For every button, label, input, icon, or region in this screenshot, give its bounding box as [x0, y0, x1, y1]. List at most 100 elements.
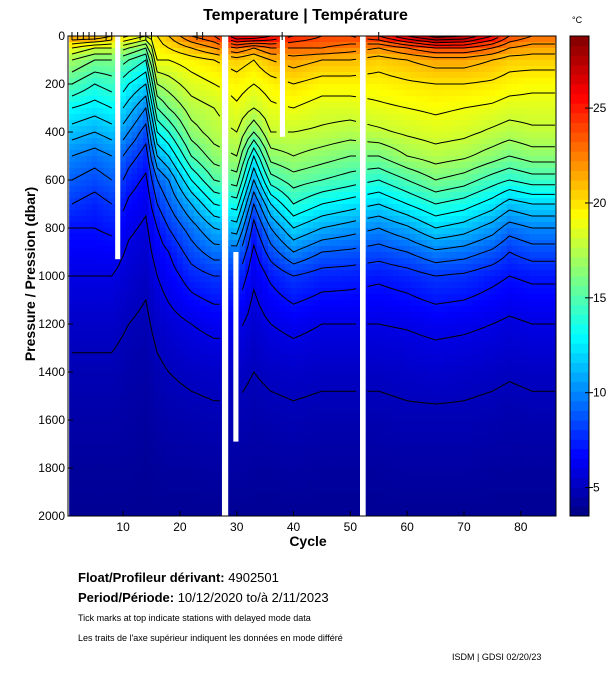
heat-cell	[148, 366, 155, 373]
heat-cell	[91, 210, 98, 217]
heat-cell	[398, 384, 405, 391]
heat-cell	[370, 402, 377, 409]
heat-cell	[108, 480, 115, 487]
heat-cell	[375, 486, 382, 493]
heat-cell	[296, 360, 303, 367]
heat-cell	[262, 342, 269, 349]
heat-cell	[375, 468, 382, 475]
heat-cell	[142, 192, 150, 199]
heat-cell	[245, 342, 252, 349]
heat-cell	[148, 150, 155, 157]
heat-cell	[228, 180, 235, 187]
heat-cell	[165, 396, 172, 403]
heat-cell	[330, 252, 337, 259]
heat-cell	[273, 258, 280, 265]
heat-cell	[347, 234, 354, 241]
heat-cell	[114, 294, 121, 301]
heat-cell	[313, 258, 320, 265]
heat-cell	[307, 498, 314, 505]
heat-cell	[262, 96, 269, 103]
heat-cell	[347, 288, 354, 295]
heat-cell	[387, 348, 394, 355]
heat-cell	[313, 192, 320, 199]
heat-cell	[250, 150, 258, 157]
heat-cell	[91, 66, 98, 73]
heat-cell	[319, 204, 326, 211]
heat-cell	[387, 84, 394, 91]
heat-cell	[415, 384, 422, 391]
heat-cell	[125, 408, 133, 415]
heat-cell	[313, 84, 320, 91]
heat-cell	[409, 294, 417, 301]
heat-cell	[137, 54, 144, 61]
heat-cell	[171, 366, 178, 373]
heat-cell	[154, 510, 161, 517]
heat-cell	[319, 498, 326, 505]
heat-cell	[256, 414, 263, 421]
heat-cell	[302, 288, 309, 295]
heat-cell	[80, 192, 87, 199]
heat-cell	[415, 144, 422, 151]
heat-cell	[137, 480, 144, 487]
heat-cell	[211, 66, 218, 73]
heat-cell	[296, 60, 303, 67]
heat-cell	[324, 246, 331, 253]
heat-cell	[142, 288, 150, 295]
heat-cell	[216, 282, 223, 289]
heat-cell	[302, 168, 309, 175]
heat-cell	[285, 378, 292, 385]
heat-cell	[148, 276, 155, 283]
heat-cell	[188, 72, 195, 79]
heat-cell	[353, 432, 360, 439]
heat-cell	[205, 456, 212, 463]
heat-cell	[290, 462, 297, 469]
heat-cell	[353, 180, 360, 187]
heat-cell	[86, 114, 93, 121]
heat-cell	[216, 240, 223, 247]
heat-cell	[324, 72, 331, 79]
heat-cell	[233, 186, 240, 193]
heat-cell	[245, 468, 252, 475]
heat-cell	[69, 90, 76, 97]
heat-cell	[330, 168, 337, 175]
heat-cell	[250, 108, 258, 115]
heat-cell	[69, 312, 76, 319]
heat-cell	[148, 180, 155, 187]
heat-cell	[381, 270, 388, 277]
heat-cell	[211, 144, 218, 151]
heat-cell	[154, 372, 161, 379]
heat-cell	[409, 234, 417, 241]
heat-cell	[307, 282, 314, 289]
heat-cell	[216, 144, 223, 151]
heat-cell	[114, 510, 121, 517]
heat-cell	[97, 108, 104, 115]
heat-cell	[381, 498, 388, 505]
heat-cell	[256, 474, 263, 481]
heat-cell	[194, 150, 201, 157]
heat-cell	[375, 72, 382, 79]
heat-cell	[409, 102, 417, 109]
heat-cell	[392, 222, 400, 229]
heat-cell	[154, 432, 161, 439]
heat-cell	[205, 294, 212, 301]
heat-cell	[415, 114, 422, 121]
heat-cell	[125, 336, 133, 343]
heat-cell	[364, 504, 371, 511]
heat-cell	[74, 108, 81, 115]
heat-cell	[267, 342, 275, 349]
heat-cell	[182, 330, 189, 337]
heat-cell	[148, 312, 155, 319]
heat-cell	[199, 312, 206, 319]
heat-cell	[324, 216, 331, 223]
heat-cell	[120, 234, 127, 241]
heat-cell	[165, 60, 172, 67]
heat-cell	[108, 126, 115, 133]
heat-cell	[131, 402, 138, 409]
heat-cell	[404, 186, 411, 193]
heat-cell	[142, 204, 150, 211]
heat-cell	[69, 426, 76, 433]
heat-cell	[216, 96, 223, 103]
heat-cell	[103, 78, 110, 85]
heat-cell	[313, 342, 320, 349]
heat-cell	[171, 270, 178, 277]
